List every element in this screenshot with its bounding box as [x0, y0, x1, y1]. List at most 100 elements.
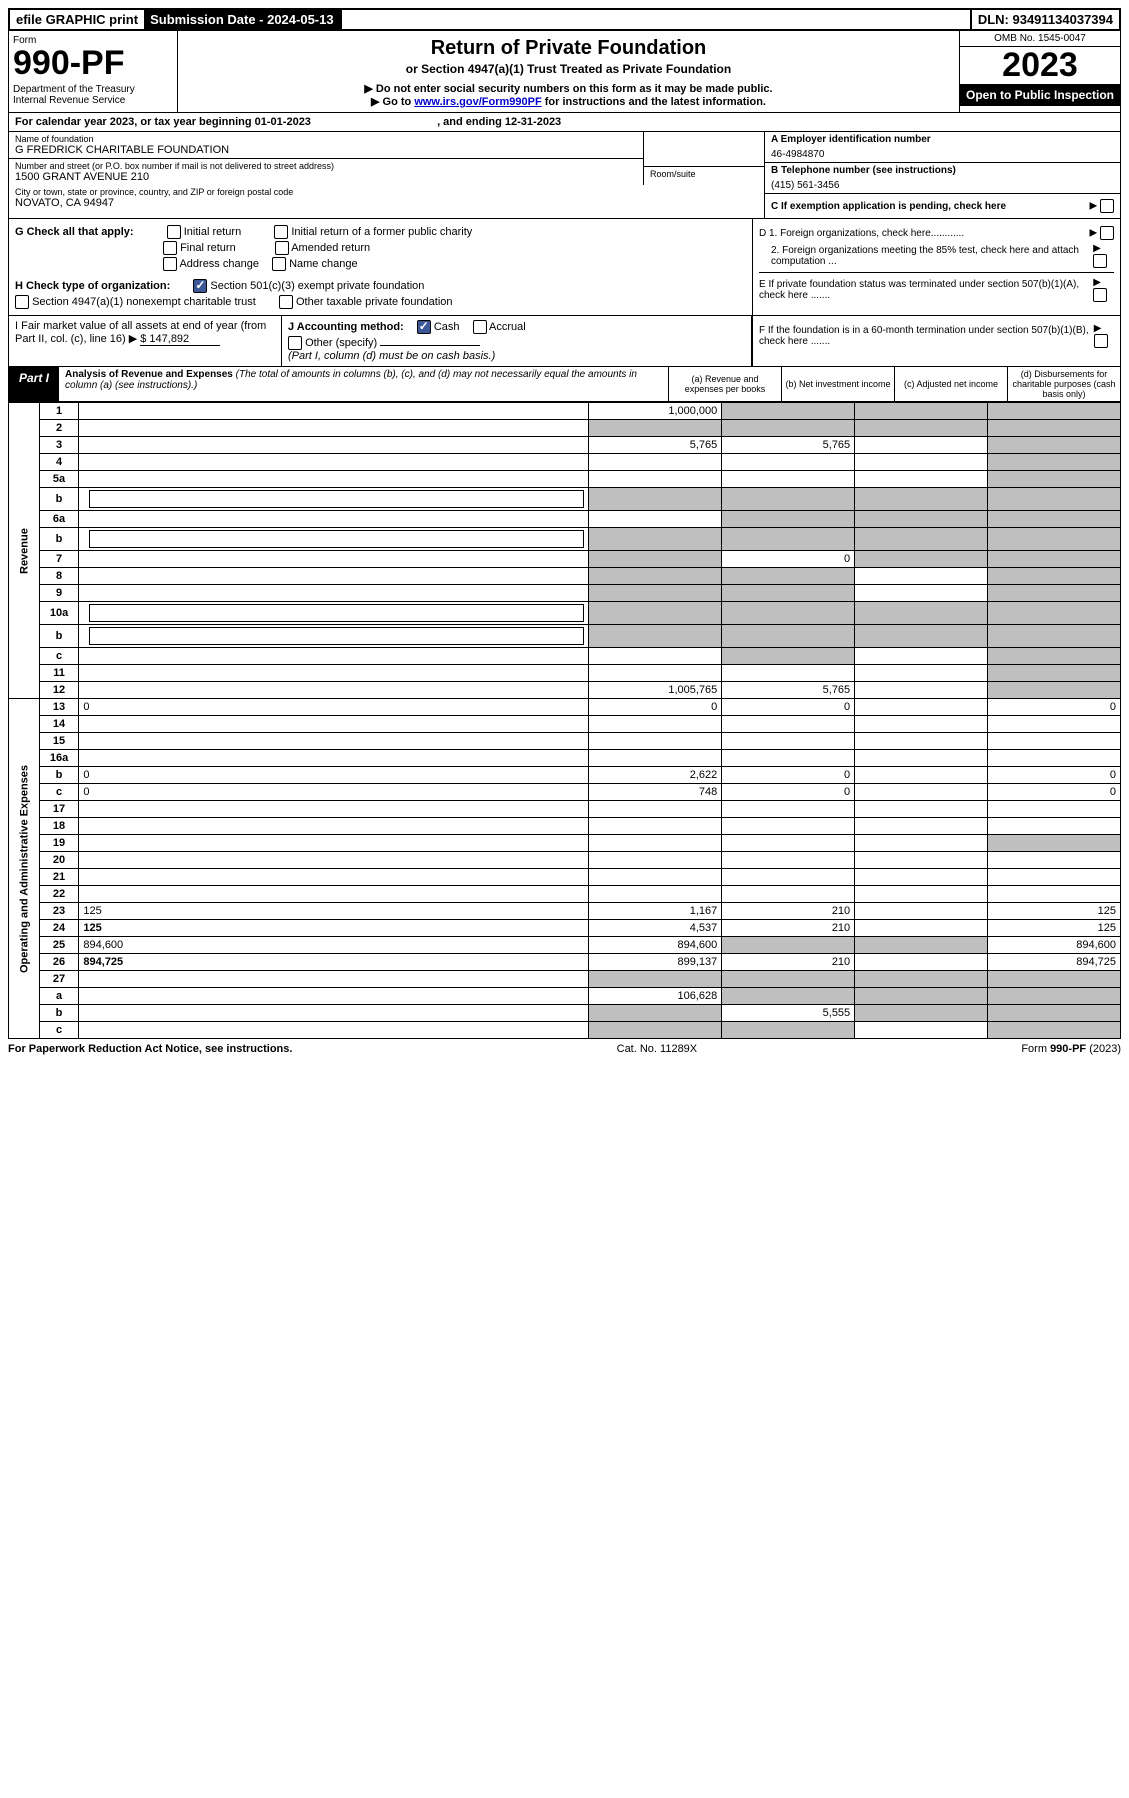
part1-table: Revenue11,000,000235,7655,76545ab6ab7089… — [8, 402, 1121, 1039]
h-501c3[interactable] — [193, 279, 207, 293]
row-val-c — [855, 648, 988, 665]
row-val-d — [988, 818, 1121, 835]
form-link[interactable]: www.irs.gov/Form990PF — [414, 96, 541, 108]
row-val-c — [855, 403, 988, 420]
h-other-tax[interactable] — [279, 295, 293, 309]
row-num: 25 — [39, 937, 79, 954]
row-val-a — [589, 625, 722, 648]
row-val-b: 0 — [722, 699, 855, 716]
row-val-c — [855, 835, 988, 852]
row-desc — [79, 403, 589, 420]
g-addrchg[interactable] — [163, 257, 177, 271]
row-val-a — [589, 420, 722, 437]
row-val-d — [988, 869, 1121, 886]
row-num: b — [39, 625, 79, 648]
row-desc — [79, 528, 589, 551]
row-desc — [79, 511, 589, 528]
row-num: 24 — [39, 920, 79, 937]
row-desc — [79, 869, 589, 886]
row-val-c — [855, 625, 988, 648]
row-val-b — [722, 869, 855, 886]
row-val-d — [988, 835, 1121, 852]
row-num: 7 — [39, 551, 79, 568]
row-val-b — [722, 852, 855, 869]
row-val-b: 5,765 — [722, 682, 855, 699]
row-val-c — [855, 750, 988, 767]
row-val-d: 0 — [988, 784, 1121, 801]
foundation-addr: 1500 GRANT AVENUE 210 — [15, 171, 637, 183]
row-val-d — [988, 585, 1121, 602]
g-final[interactable] — [163, 241, 177, 255]
row-val-a: 899,137 — [589, 954, 722, 971]
j-note: (Part I, column (d) must be on cash basi… — [288, 350, 745, 362]
f-checkbox[interactable] — [1094, 334, 1108, 348]
row-num: b — [39, 1005, 79, 1022]
row-val-c — [855, 1022, 988, 1039]
e-checkbox[interactable] — [1093, 288, 1107, 302]
row-desc: 0 — [79, 699, 589, 716]
row-val-a: 1,167 — [589, 903, 722, 920]
row-val-b — [722, 488, 855, 511]
row-val-a: 106,628 — [589, 988, 722, 1005]
part1-title: Analysis of Revenue and Expenses — [65, 369, 233, 380]
row-desc — [79, 585, 589, 602]
irs-label: Internal Revenue Service — [13, 95, 173, 106]
ein-label: A Employer identification number — [771, 134, 1114, 145]
note-link: ▶ Go to www.irs.gov/Form990PF for instru… — [182, 95, 955, 108]
phone-label: B Telephone number (see instructions) — [771, 165, 1114, 176]
row-num: 23 — [39, 903, 79, 920]
form-title: Return of Private Foundation — [182, 37, 955, 60]
row-val-d — [988, 528, 1121, 551]
g-namechg[interactable] — [272, 257, 286, 271]
row-val-b: 0 — [722, 551, 855, 568]
note-ssn: ▶ Do not enter social security numbers o… — [182, 82, 955, 95]
row-val-b: 210 — [722, 920, 855, 937]
c-checkbox[interactable] — [1100, 199, 1114, 213]
efile-label[interactable]: efile GRAPHIC print — [10, 10, 144, 29]
row-val-a — [589, 801, 722, 818]
g-initial-former[interactable] — [274, 225, 288, 239]
row-val-d — [988, 971, 1121, 988]
row-val-b: 0 — [722, 784, 855, 801]
form-header: Form 990-PF Department of the Treasury I… — [8, 31, 1121, 113]
row-val-d: 0 — [988, 699, 1121, 716]
row-num: 10a — [39, 602, 79, 625]
footer-right: Form 990-PF (2023) — [1021, 1043, 1121, 1055]
row-desc: 894,600 — [79, 937, 589, 954]
row-num: 9 — [39, 585, 79, 602]
row-val-c — [855, 568, 988, 585]
row-desc — [79, 750, 589, 767]
col-b: (b) Net investment income — [781, 367, 894, 401]
row-val-b — [722, 971, 855, 988]
row-desc — [79, 852, 589, 869]
row-val-c — [855, 528, 988, 551]
row-val-c — [855, 699, 988, 716]
j-cash[interactable] — [417, 320, 431, 334]
g-amended[interactable] — [275, 241, 289, 255]
row-val-c — [855, 937, 988, 954]
d1-checkbox[interactable] — [1100, 226, 1114, 240]
row-val-d — [988, 1005, 1121, 1022]
j-accrual[interactable] — [473, 320, 487, 334]
h-4947[interactable] — [15, 295, 29, 309]
row-val-b — [722, 818, 855, 835]
identity-section: Name of foundation G FREDRICK CHARITABLE… — [8, 132, 1121, 219]
row-val-d — [988, 886, 1121, 903]
name-label: Name of foundation — [15, 134, 637, 144]
row-num: c — [39, 1022, 79, 1039]
row-desc — [79, 818, 589, 835]
g-initial[interactable] — [167, 225, 181, 239]
row-val-a — [589, 568, 722, 585]
row-num: 14 — [39, 716, 79, 733]
row-desc — [79, 835, 589, 852]
row-val-c — [855, 801, 988, 818]
d2-checkbox[interactable] — [1093, 254, 1107, 268]
j-other[interactable] — [288, 336, 302, 350]
dln-label: DLN: 93491134037394 — [970, 10, 1119, 29]
row-val-c — [855, 886, 988, 903]
row-val-c — [855, 551, 988, 568]
row-desc — [79, 682, 589, 699]
row-num: 22 — [39, 886, 79, 903]
row-val-d: 125 — [988, 920, 1121, 937]
row-val-d — [988, 1022, 1121, 1039]
